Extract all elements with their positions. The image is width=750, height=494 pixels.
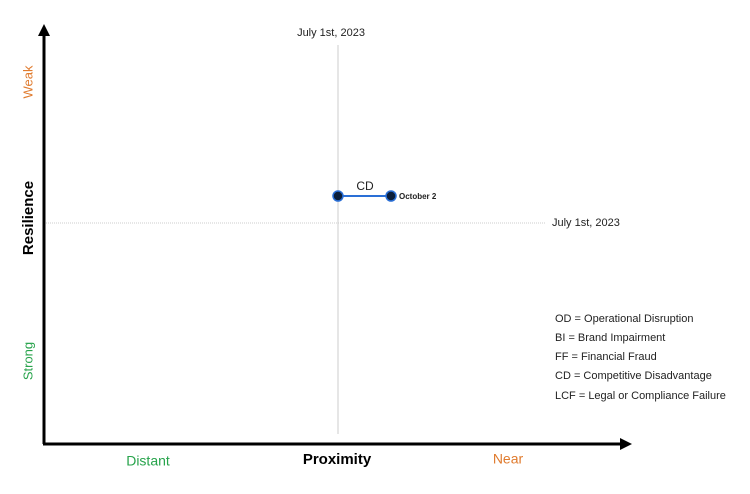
y-top-label: Weak <box>20 65 35 98</box>
horizontal-line-label: July 1st, 2023 <box>552 217 620 229</box>
x-axis-arrow <box>620 438 632 450</box>
item-label: CD <box>356 179 374 193</box>
y-bottom-label: Strong <box>20 342 35 380</box>
y-axis-title: Resilience <box>20 181 37 255</box>
legend-entry: BI = Brand Impairment <box>555 332 665 344</box>
legend-entry: CD = Competitive Disadvantage <box>555 370 712 382</box>
vertical-line-label: July 1st, 2023 <box>297 27 365 39</box>
x-right-label: Near <box>493 451 524 467</box>
x-axis-title: Proximity <box>303 451 372 468</box>
legend-entry: LCF = Legal or Compliance Failure <box>555 390 726 402</box>
legend: OD = Operational Disruption BI = Brand I… <box>555 313 726 402</box>
y-axis-arrow <box>38 24 50 36</box>
item-end-point <box>385 190 397 202</box>
legend-entry: FF = Financial Fraud <box>555 351 657 363</box>
item-start-point <box>332 190 344 202</box>
x-left-label: Distant <box>126 453 170 469</box>
legend-entry: OD = Operational Disruption <box>555 313 693 325</box>
item-end-label: October 2 <box>399 192 437 201</box>
